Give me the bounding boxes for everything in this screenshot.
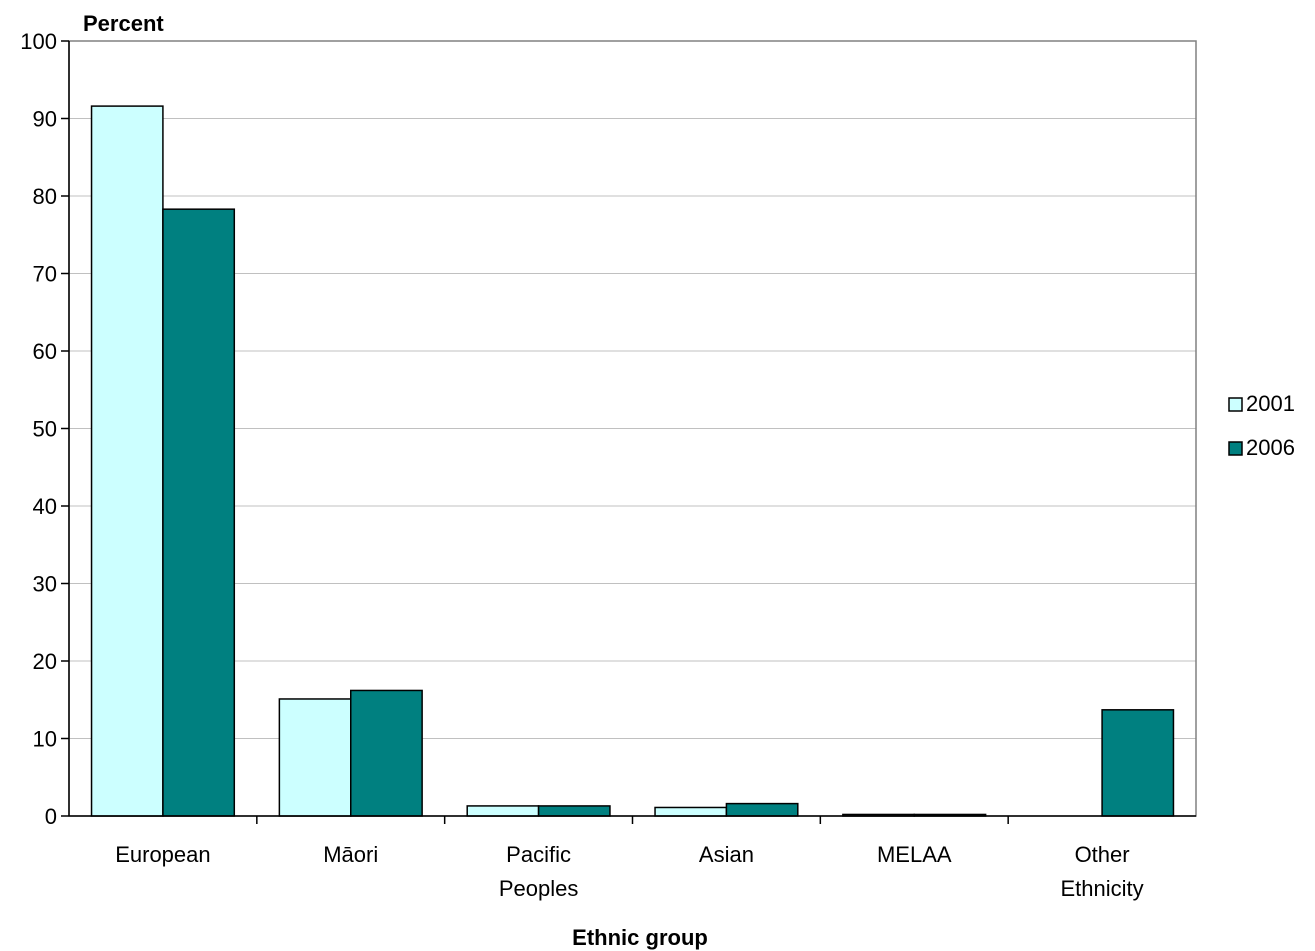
x-category-label: Asian: [699, 842, 754, 867]
y-tick-label: 10: [33, 727, 57, 752]
x-category-label: Peoples: [499, 876, 579, 901]
bar-2006-5: [1101, 709, 1175, 817]
x-category-label: European: [115, 842, 210, 867]
legend-swatch-2001: [1228, 397, 1243, 412]
bar-2001-1: [278, 698, 352, 817]
bar-2006-1: [350, 689, 423, 817]
y-tick-label: 60: [33, 339, 57, 364]
bar-2006-2: [537, 805, 611, 817]
y-axis-title: Percent: [83, 11, 164, 36]
bar-2006-3: [725, 802, 799, 817]
bar-2001-2: [466, 805, 540, 817]
y-tick-label: 50: [33, 417, 57, 442]
y-tick-label: 40: [33, 494, 57, 519]
y-tick-label: 70: [33, 262, 57, 287]
bar-2006-0: [162, 208, 236, 817]
y-tick-label: 30: [33, 572, 57, 597]
x-category-label: Pacific: [506, 842, 571, 867]
y-tick-label: 90: [33, 107, 57, 132]
y-tick-label: 80: [33, 184, 57, 209]
x-axis-title: Ethnic group: [572, 925, 708, 950]
legend: 2001 2006: [1228, 391, 1295, 460]
x-category-label: Māori: [323, 842, 378, 867]
legend-swatch-2006: [1228, 441, 1243, 456]
bar-2001-0: [90, 105, 164, 817]
y-axis-ticks: 0 10 20 30 40 50 60 70 80 90 100: [20, 29, 70, 829]
y-tick-label: 100: [20, 29, 57, 54]
bar-2001-3: [654, 806, 728, 817]
gridlines: [69, 118, 1196, 739]
bars: [90, 105, 1175, 817]
y-tick-label: 20: [33, 649, 57, 674]
legend-label-2001: 2001: [1246, 391, 1295, 416]
x-axis-categories: European Māori Pacific Peoples Asian MELAA Oth…: [115, 816, 1144, 901]
legend-label-2006: 2006: [1246, 435, 1295, 460]
x-category-label: Other: [1075, 842, 1130, 867]
y-tick-label: 0: [45, 804, 57, 829]
x-category-label: Ethnicity: [1061, 876, 1144, 901]
x-category-label: MELAA: [877, 842, 952, 867]
